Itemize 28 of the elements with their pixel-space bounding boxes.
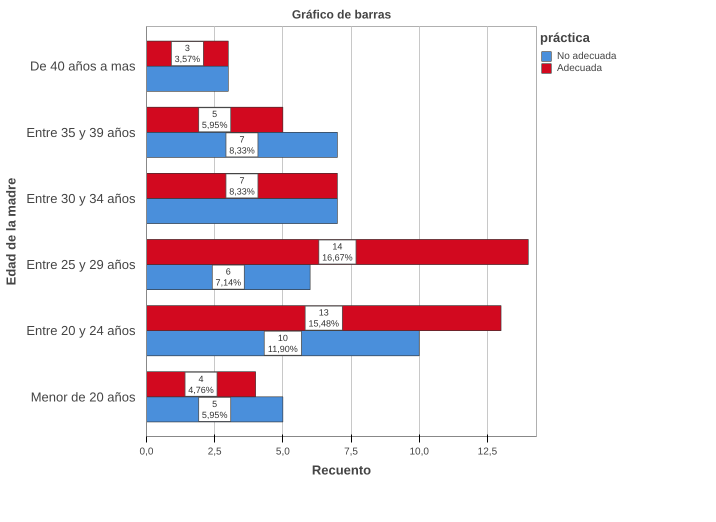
- y-tick-label: Entre 20 y 24 años: [26, 323, 136, 338]
- y-tick-label: Entre 30 y 34 años: [26, 190, 136, 206]
- data-label: 5 5,95%: [202, 398, 228, 420]
- legend-title: práctica: [540, 30, 591, 45]
- x-tick-label: 0,0: [140, 446, 154, 458]
- data-label: 3 3,57%: [174, 43, 200, 64]
- x-tick-label: 10,0: [409, 446, 430, 458]
- data-label: 13 15,48%: [308, 308, 340, 329]
- x-tick-label: 2,5: [208, 446, 222, 458]
- x-tick-label: 12,5: [478, 446, 498, 458]
- data-label: 7 8,33%: [229, 175, 255, 196]
- y-axis-title: Edad de la madre: [3, 178, 18, 286]
- data-label: 10 11,90%: [268, 332, 298, 354]
- data-label: 7 8,33%: [229, 134, 255, 156]
- legend-label: Adecuada: [557, 62, 602, 74]
- x-tick-label: 7,5: [344, 446, 358, 458]
- legend-label: No adecuada: [557, 50, 616, 62]
- data-label: 14 16,67%: [322, 242, 353, 262]
- x-axis-title: Recuento: [312, 462, 372, 478]
- y-tick-label: Entre 35 y 39 años: [26, 124, 136, 140]
- x-tick-label: 5,0: [276, 446, 290, 458]
- chart-title: Gráfico de barras: [292, 8, 392, 22]
- data-label: 6 7,14%: [216, 266, 242, 288]
- y-tick-label: Entre 25 y 29 años: [26, 257, 136, 272]
- y-tick-label: Menor de 20 años: [30, 389, 136, 404]
- data-label: 4 4,76%: [188, 374, 214, 395]
- data-label: 5 5,95%: [202, 109, 228, 130]
- y-tick-label: De 40 años a mas: [30, 58, 136, 74]
